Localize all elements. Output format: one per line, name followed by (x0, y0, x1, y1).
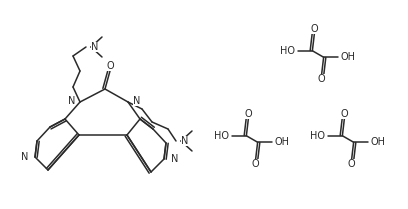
Text: N: N (133, 96, 140, 106)
Text: O: O (341, 109, 348, 119)
Text: OH: OH (341, 52, 356, 62)
Text: N: N (68, 96, 75, 106)
Text: OH: OH (370, 137, 386, 147)
Text: OH: OH (275, 137, 290, 147)
Text: N: N (91, 42, 98, 52)
Text: O: O (252, 159, 259, 169)
Text: N: N (171, 154, 178, 164)
Text: O: O (310, 24, 318, 34)
Text: HO: HO (280, 46, 295, 56)
Text: O: O (106, 61, 114, 71)
Text: O: O (244, 109, 252, 119)
Text: HO: HO (214, 131, 229, 141)
Text: N: N (181, 136, 188, 146)
Text: HO: HO (310, 131, 325, 141)
Text: N: N (21, 152, 28, 162)
Text: O: O (348, 159, 355, 169)
Text: O: O (318, 74, 326, 84)
